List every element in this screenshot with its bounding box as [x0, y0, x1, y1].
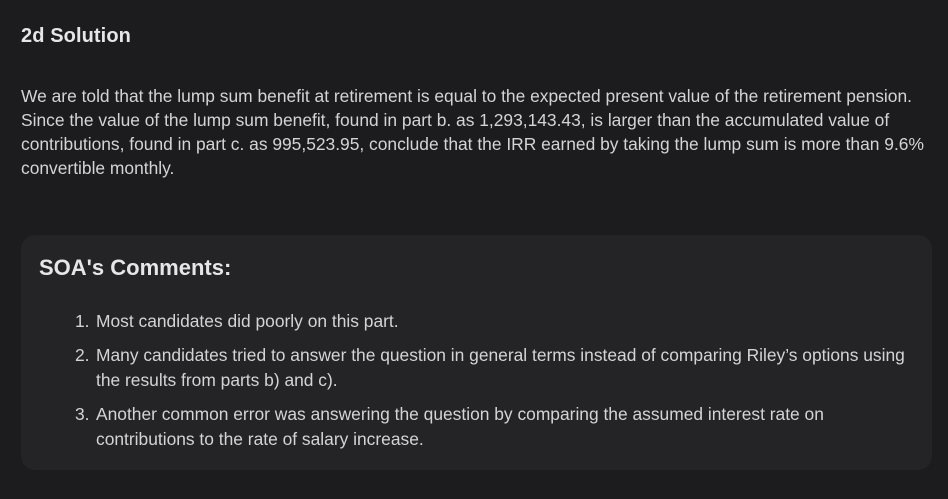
list-item-text: Many candidates tried to answer the ques… — [96, 345, 905, 390]
list-item: 3. Another common error was answering th… — [75, 402, 915, 452]
list-item-number: 2. — [75, 345, 90, 365]
comments-card: SOA's Comments: 1. Most candidates did p… — [21, 235, 932, 470]
list-item-text: Most candidates did poorly on this part. — [96, 311, 399, 331]
solution-heading: 2d Solution — [21, 25, 131, 47]
list-item-text: Another common error was answering the q… — [96, 404, 824, 449]
list-item-number: 1. — [75, 311, 90, 331]
solution-body: We are told that the lump sum benefit at… — [21, 86, 924, 178]
comments-list: 1. Most candidates did poorly on this pa… — [75, 309, 915, 461]
list-item-number: 3. — [75, 404, 90, 424]
list-item: 1. Most candidates did poorly on this pa… — [75, 309, 915, 334]
list-item: 2. Many candidates tried to answer the q… — [75, 343, 915, 393]
comments-heading: SOA's Comments: — [39, 255, 232, 280]
